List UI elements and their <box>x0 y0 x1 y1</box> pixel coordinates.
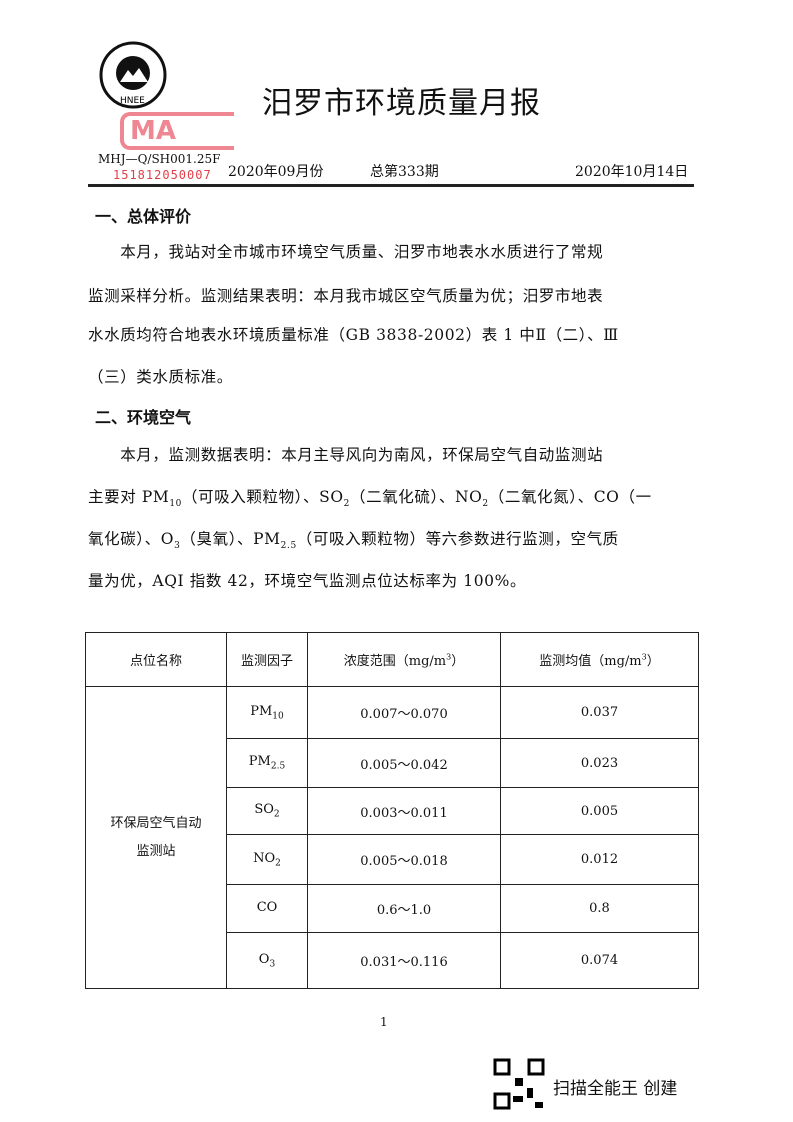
factor-cell: PM10 <box>226 686 308 739</box>
page-title: 汨罗市环境质量月报 <box>262 86 541 121</box>
text-line: 本月，我站对全市城市环境空气质量、汨罗市地表水水质进行了常规 <box>88 243 604 261</box>
factor-cell: PM2.5 <box>226 738 308 788</box>
mean-cell: 0.8 <box>500 884 699 933</box>
station-cell: 环保局空气自动 监测站 <box>85 686 227 989</box>
hnee-logo: HNEE <box>99 41 167 109</box>
doc-code: MHJ—Q/SH001.25F <box>98 152 221 166</box>
header-cell: 监测因子 <box>226 632 308 687</box>
factor-cell: NO2 <box>226 834 308 885</box>
table-row: SO2 0.003～0.011 0.005 <box>86 787 699 835</box>
text-line: 水水质均符合地表水环境质量标准（GB 3838-2002）表 1 中Ⅱ（二）、Ⅲ <box>88 326 619 344</box>
factor-cell: O3 <box>226 932 308 989</box>
mean-cell: 0.012 <box>500 834 699 885</box>
header-cell: 浓度范围（mg/m3） <box>307 632 501 687</box>
report-date: 2020年10月14日 <box>575 164 689 180</box>
factor-cell: CO <box>226 884 308 933</box>
range-cell: 0.6～1.0 <box>307 884 501 933</box>
table-header-row: 点位名称 监测因子 浓度范围（mg/m3） 监测均值（mg/m3） <box>85 632 699 687</box>
mean-cell: 0.037 <box>500 686 699 739</box>
air-quality-table: 点位名称 监测因子 浓度范围（mg/m3） 监测均值（mg/m3） 环保局空气自… <box>85 632 699 989</box>
text-line: （三）类水质标准。 <box>88 368 233 386</box>
table-row: 环保局空气自动 监测站 PM10 0.007～0.070 0.037 <box>85 686 699 989</box>
range-cell: 0.031～0.116 <box>307 932 501 989</box>
section2-heading: 二、环境空气 <box>95 408 192 427</box>
header-cell: 监测均值（mg/m3） <box>500 632 699 687</box>
svg-text:HNEE: HNEE <box>120 96 145 106</box>
mean-cell: 0.005 <box>500 787 699 835</box>
factor-cell: SO2 <box>226 787 308 835</box>
cma-stamp: MA <box>120 112 234 150</box>
text-line: 监测采样分析。监测结果表明：本月我市城区空气质量为优；汨罗市地表 <box>88 287 604 305</box>
table-row: CO 0.6～1.0 0.8 <box>86 884 699 933</box>
page-number: 1 <box>380 1015 388 1029</box>
header-rule <box>88 184 694 187</box>
qr-code-icon <box>493 1058 545 1110</box>
range-cell: 0.003～0.011 <box>307 787 501 835</box>
scanner-watermark: 扫描全能王 创建 <box>553 1079 678 1099</box>
section1-heading: 一、总体评价 <box>95 207 192 226</box>
mean-cell: 0.074 <box>500 932 699 989</box>
range-cell: 0.005～0.018 <box>307 834 501 885</box>
table-row: O3 0.031～0.116 0.074 <box>86 932 699 989</box>
period: 2020年09月份 <box>228 164 324 180</box>
issue-number: 总第333期 <box>370 164 439 180</box>
stamp-text: MA <box>130 116 176 146</box>
range-cell: 0.007～0.070 <box>307 686 501 739</box>
table-row: PM2.5 0.005～0.042 0.023 <box>86 738 699 788</box>
text-line: 本月，监测数据表明：本月主导风向为南风，环保局空气自动监测站 <box>88 446 604 464</box>
header-cell: 点位名称 <box>85 632 227 687</box>
stamp-number: 151812050007 <box>113 168 212 182</box>
mean-cell: 0.023 <box>500 738 699 788</box>
text-line: 量为优，AQI 指数 42，环境空气监测点位达标率为 100%。 <box>88 572 527 590</box>
text-line: 主要对 PM10（可吸入颗粒物）、SO2（二氧化硫）、NO2（二氧化氮）、CO（… <box>88 488 652 510</box>
text-line: 氧化碳）、O3（臭氧）、PM2.5（可吸入颗粒物）等六参数进行监测，空气质 <box>88 530 619 552</box>
range-cell: 0.005～0.042 <box>307 738 501 788</box>
